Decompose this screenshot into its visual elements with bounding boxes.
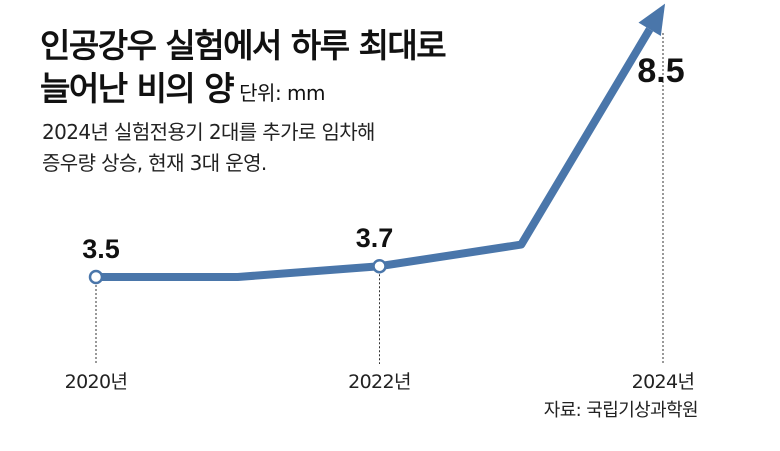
- data-label-2024: 8.5: [637, 52, 684, 90]
- series-arrowhead: [638, 3, 666, 36]
- chart-subtitle-line-1: 2024년 실험전용기 2대를 추가로 임차해: [42, 120, 375, 144]
- chart-title-line-2: 늘어난 비의 양 단위: mm: [40, 67, 445, 115]
- unit-label: 단위: mm: [239, 81, 326, 105]
- chart-subtitle-line-2: 증우량 상승, 현재 3대 운영.: [42, 151, 267, 175]
- x-tick-label-2020: 2020년: [65, 371, 128, 393]
- chart-title: 인공강우 실험에서 하루 최대로 늘어난 비의 양 단위: mm: [40, 24, 447, 115]
- data-point-2022: [372, 258, 387, 274]
- x-tick-label-2024: 2024년: [632, 371, 695, 393]
- chart-title-line-1: 인공강우 실험에서 하루 최대로: [40, 26, 447, 65]
- data-label-2020: 3.5: [82, 234, 120, 264]
- chart-subtitle: 2024년 실험전용기 2대를 추가로 임차해 증우량 상승, 현재 3대 운영…: [42, 117, 375, 179]
- x-tick-label-2022: 2022년: [348, 371, 411, 393]
- source-note: 자료: 국립기상과학원: [543, 400, 699, 421]
- chart-title-line-2-text: 늘어난 비의 양: [40, 69, 235, 108]
- data-label-2022: 3.7: [356, 223, 394, 253]
- data-point-2020: [88, 269, 104, 285]
